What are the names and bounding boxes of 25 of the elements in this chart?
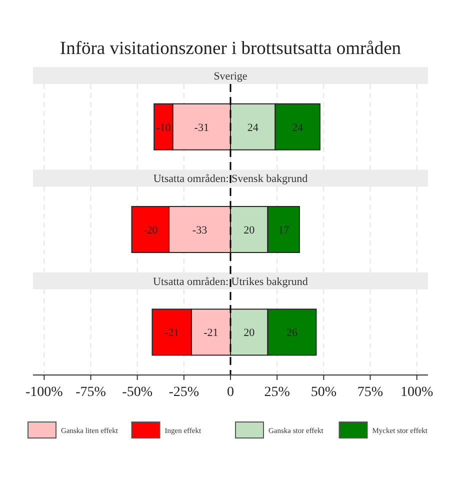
x-tick-label: -100% — [26, 385, 64, 400]
x-tick-label: 100% — [400, 385, 434, 400]
x-tick-label: -75% — [76, 385, 106, 400]
data-label: 24 — [292, 122, 304, 134]
y-tick-label: Utsatta områden: Utrikes bakgrund — [153, 276, 308, 288]
data-label: 24 — [247, 122, 259, 134]
data-label: 20 — [244, 224, 256, 236]
y-tick-label: Sverige — [214, 70, 248, 82]
data-label: -31 — [194, 122, 209, 134]
data-label: -21 — [204, 327, 218, 340]
x-tick-label: 50% — [310, 385, 337, 400]
data-label: 26 — [286, 327, 298, 340]
data-label: -10 — [156, 122, 172, 134]
data-label: -21 — [164, 327, 180, 340]
x-tick-label: -25% — [168, 385, 200, 400]
data-label: -20 — [143, 224, 158, 236]
data-label: 20 — [244, 327, 256, 340]
y-tick-label: Utsatta områden: Svensk bakgrund — [153, 173, 308, 186]
x-tick-label: -50% — [122, 385, 153, 400]
x-tick-label: 25% — [264, 385, 290, 400]
x-tick-label: 75% — [357, 385, 384, 400]
data-label: 17 — [278, 224, 290, 236]
chart-title: Införa visitationszoner i brottsutsatta områden — [60, 39, 402, 59]
x-tick-label: 0 — [227, 385, 234, 400]
data-label: -33 — [192, 224, 208, 236]
